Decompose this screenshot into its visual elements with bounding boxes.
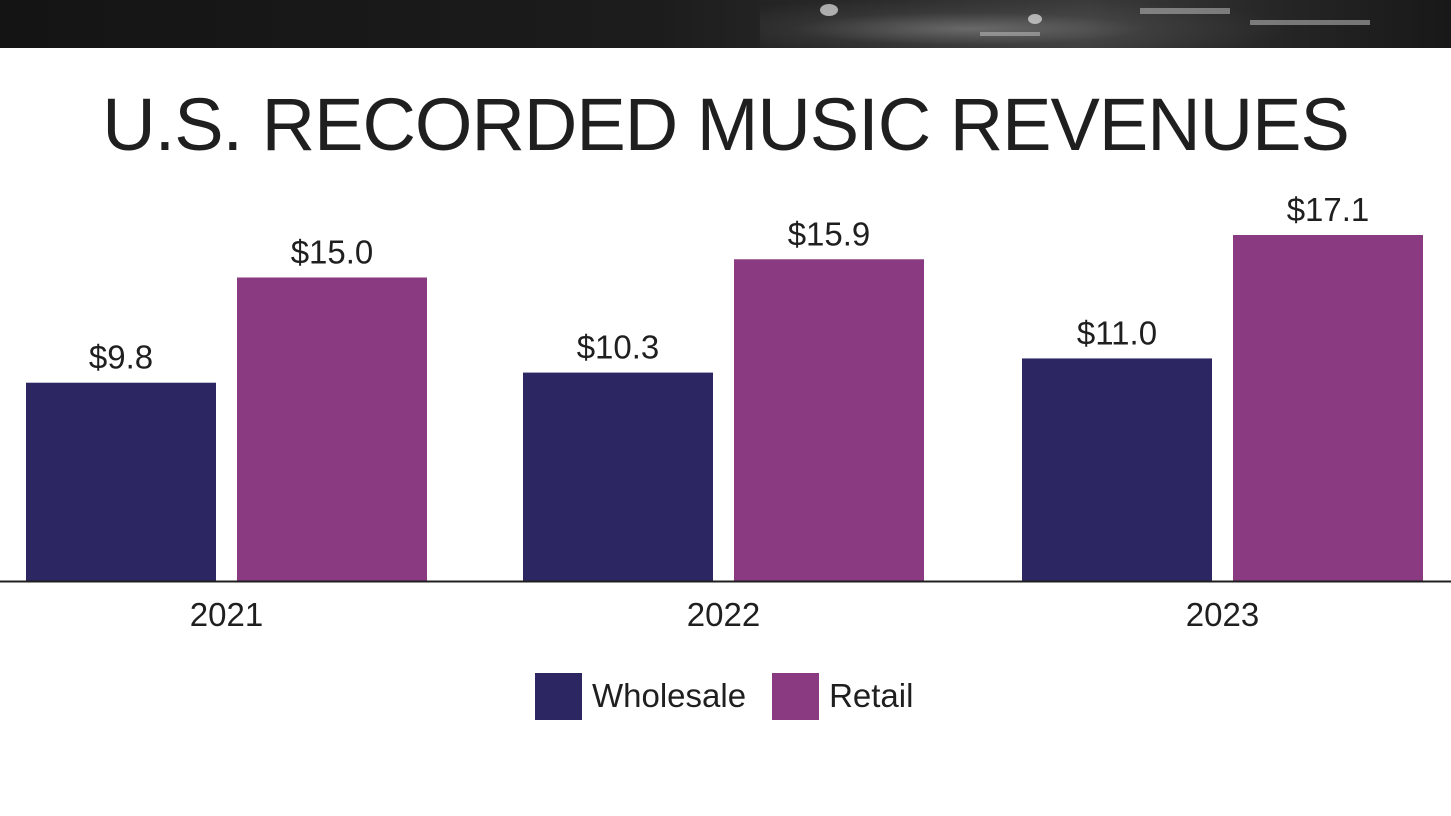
x-tick-labels-layer: 2021 2022 2023 <box>190 596 1259 633</box>
value-label-wholesale-2023: $11.0 <box>1077 314 1157 351</box>
legend-swatch-wholesale <box>535 672 582 720</box>
legend-swatch-retail <box>772 672 820 720</box>
legend-item-wholesale: Wholesale <box>535 672 747 720</box>
legend-item-retail: Retail <box>772 672 914 720</box>
bar-wholesale-2023 <box>1022 358 1212 581</box>
bar-retail-2022 <box>734 259 924 581</box>
bar-wholesale-2022 <box>523 372 713 581</box>
value-label-wholesale-2021: $9.8 <box>89 339 153 376</box>
value-label-retail-2023: $17.1 <box>1287 191 1370 228</box>
mixer-knob-icon <box>1028 14 1042 24</box>
bar-retail-2023 <box>1233 235 1423 581</box>
legend-label-wholesale: Wholesale <box>592 677 747 714</box>
x-tick-label-2022: 2022 <box>687 596 760 633</box>
x-tick-label-2021: 2021 <box>190 596 263 633</box>
mixer-slot <box>980 32 1040 36</box>
legend-label-retail: Retail <box>829 677 914 714</box>
value-label-wholesale-2022: $10.3 <box>577 329 660 366</box>
bar-retail-2021 <box>237 277 427 581</box>
value-label-retail-2022: $15.9 <box>788 215 871 252</box>
value-label-retail-2021: $15.0 <box>291 233 374 270</box>
chart-title: U.S. RECORDED MUSIC REVENUES <box>102 83 1350 166</box>
mixer-slot <box>1140 8 1230 14</box>
bars-layer <box>26 235 1423 581</box>
value-labels-layer: $9.8 $15.0 $10.3 $15.9 $11.0 $17.1 <box>89 191 1369 376</box>
mixer-knob-icon <box>820 4 838 16</box>
x-tick-label-2023: 2023 <box>1186 596 1259 633</box>
header-photo-banner <box>0 0 1451 48</box>
mixer-slot <box>1250 20 1370 25</box>
legend: Wholesale Retail <box>535 672 939 720</box>
bar-wholesale-2021 <box>26 382 216 581</box>
